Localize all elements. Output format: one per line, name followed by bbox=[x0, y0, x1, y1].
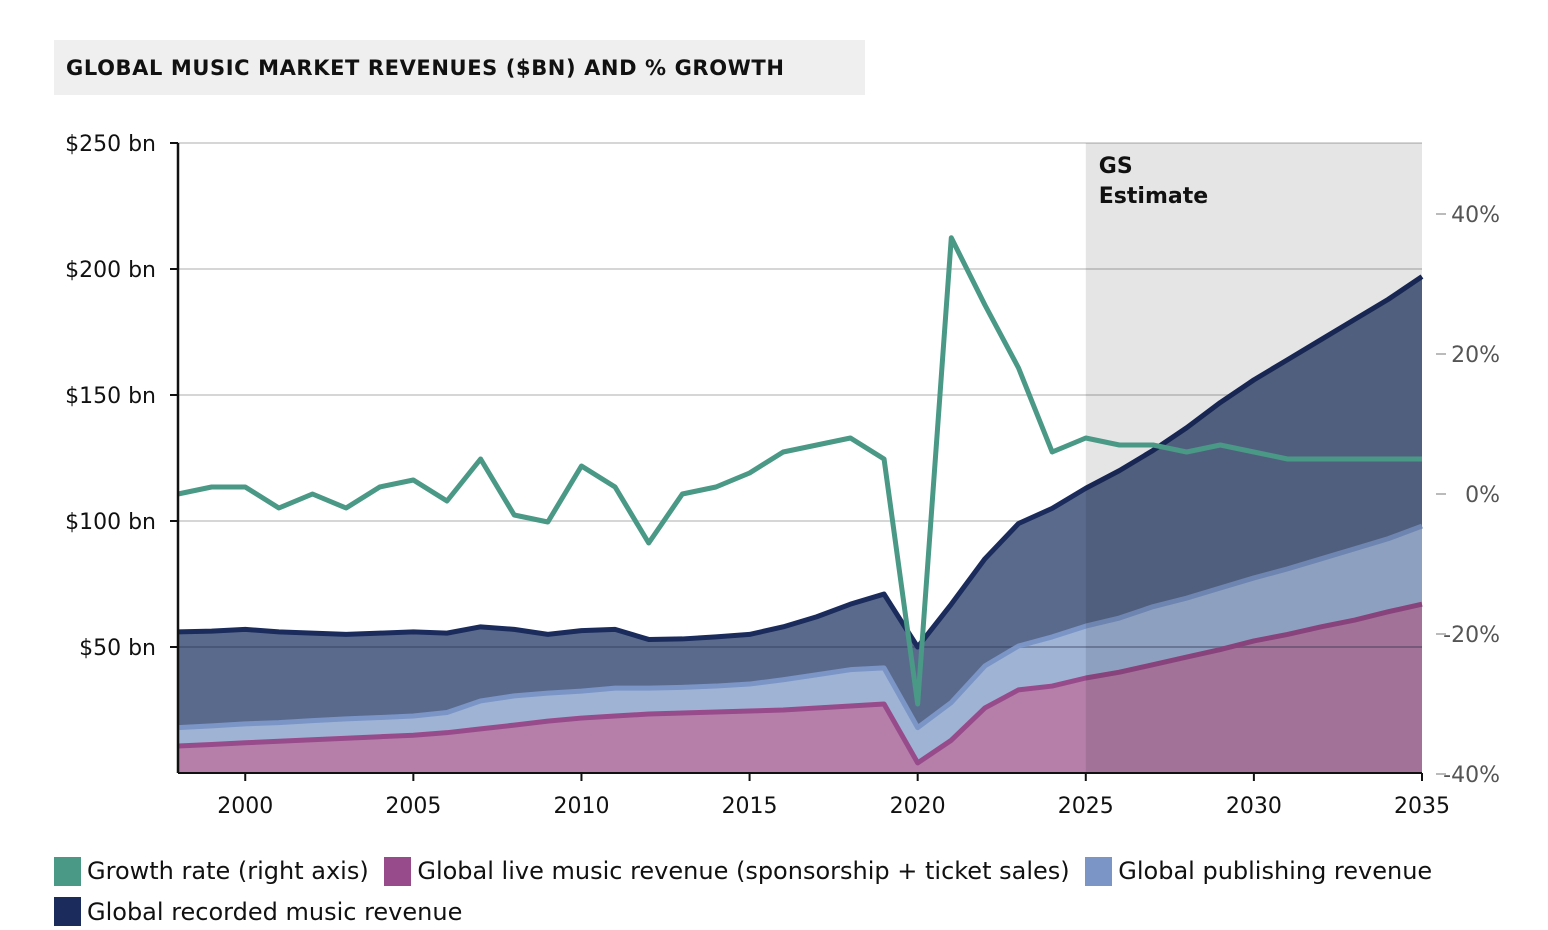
line-growth-rate bbox=[177, 235, 1422, 707]
legend-swatch bbox=[54, 856, 81, 886]
right-tick-label: -40% bbox=[1443, 763, 1500, 788]
line-global-recorded-music-revenue bbox=[177, 274, 1424, 650]
x-tick-label: 2030 bbox=[1226, 794, 1282, 819]
right-tick-label: -20% bbox=[1443, 623, 1500, 648]
line-global-live-music-revenue-sponsorship-ticket-sales- bbox=[177, 601, 1423, 766]
legend-item-recorded: Global recorded music revenue bbox=[54, 895, 462, 929]
legend-item-publishing: Global publishing revenue bbox=[1085, 854, 1432, 888]
legend-item-live: Global live music revenue (sponsorship +… bbox=[384, 854, 1070, 888]
estimate-annotation: GS bbox=[1099, 154, 1133, 179]
legend-item-growth: Growth rate (right axis) bbox=[54, 854, 369, 888]
x-tick-label: 2035 bbox=[1394, 794, 1450, 819]
y-tick-label: $50 bn bbox=[79, 636, 156, 661]
y-tick-label: $150 bn bbox=[65, 384, 156, 409]
estimate-annotation: Estimate bbox=[1099, 184, 1208, 209]
line-global-publishing-revenue bbox=[177, 523, 1423, 731]
legend-label: Global recorded music revenue bbox=[87, 897, 463, 926]
area-global-live-music-revenue-sponsorship-ticket-sales- bbox=[178, 604, 1422, 773]
x-tick-label: 2005 bbox=[385, 794, 441, 819]
y-tick-label: $100 bn bbox=[65, 510, 156, 535]
chart-title: GLOBAL MUSIC MARKET REVENUES ($BN) AND %… bbox=[54, 40, 865, 95]
x-tick-label: 2020 bbox=[890, 794, 946, 819]
y-tick-label: $250 bn bbox=[65, 132, 156, 157]
x-tick-label: 2000 bbox=[217, 794, 273, 819]
x-tick-label: 2025 bbox=[1058, 794, 1114, 819]
legend-label: Global live music revenue (sponsorship +… bbox=[417, 857, 1070, 885]
x-tick-label: 2010 bbox=[553, 794, 609, 819]
legend-swatch bbox=[1085, 856, 1113, 886]
right-tick-label: 40% bbox=[1451, 203, 1500, 228]
right-tick-label: 0% bbox=[1465, 483, 1500, 508]
legend-label: Growth rate (right axis) bbox=[87, 857, 369, 885]
legend-swatch bbox=[384, 856, 412, 886]
y-tick-label: $200 bn bbox=[65, 258, 156, 283]
x-tick-label: 2015 bbox=[722, 794, 778, 819]
legend-swatch bbox=[54, 897, 81, 926]
legend: Growth rate (right axis) Global live mus… bbox=[54, 854, 1514, 930]
legend-label: Global publishing revenue bbox=[1118, 857, 1433, 885]
right-tick-label: 20% bbox=[1451, 343, 1500, 368]
